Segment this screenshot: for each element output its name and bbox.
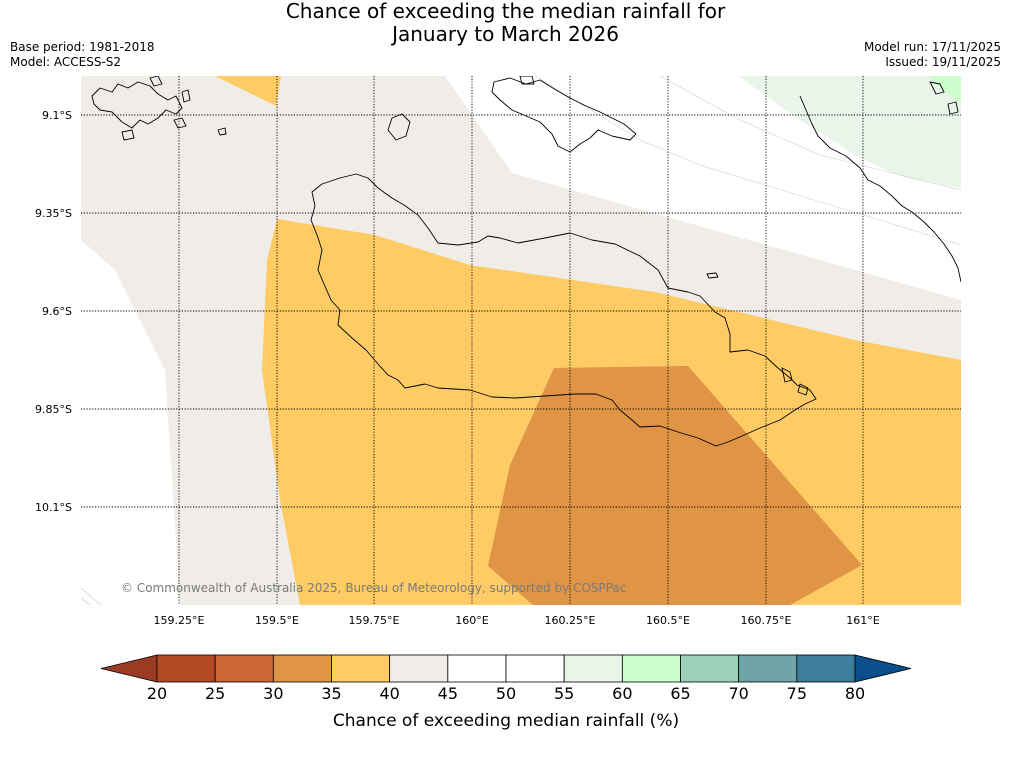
colorbar-box	[156, 654, 216, 683]
base-period: Base period: 1981-2018	[10, 40, 155, 54]
colorbar-box	[563, 654, 623, 683]
lat-label: 9.1°S	[42, 109, 72, 122]
colorbar-tick-label: 25	[205, 684, 225, 703]
coastline-islet	[706, 272, 719, 279]
coastline-islet	[121, 129, 135, 141]
colorbar-tick-label: 70	[728, 684, 748, 703]
coastline-islet	[519, 76, 535, 85]
meta-right: Model run: 17/11/2025 Issued: 19/11/2025	[864, 40, 1001, 70]
colorbar-tick-label: 40	[379, 684, 399, 703]
lon-label: 159.75°E	[349, 614, 400, 627]
coastline-islet	[781, 367, 793, 383]
colorbar-boxes	[156, 654, 856, 683]
lon-label: 159.5°E	[255, 614, 299, 627]
colorbar-box	[680, 654, 740, 683]
colorbar-tick-label: 50	[496, 684, 516, 703]
colorbar-under-arrow	[100, 654, 158, 683]
copyright-text: © Commonwealth of Australia 2025, Bureau…	[121, 581, 626, 595]
lat-labels: 9.1°S 9.35°S 9.6°S 9.85°S 10.1°S	[35, 109, 72, 514]
colorbar-tick-label: 35	[321, 684, 341, 703]
colorbar-tick-label: 30	[263, 684, 283, 703]
colorbar-over-arrow	[854, 654, 912, 683]
colorbar-box	[272, 654, 332, 683]
coastlines	[91, 76, 961, 447]
colorbar-box	[447, 654, 507, 683]
lon-label: 161°E	[846, 614, 879, 627]
coastline-savo	[387, 113, 411, 141]
contour-line	[659, 76, 961, 191]
colorbar-tick-label: 80	[845, 684, 865, 703]
coastline-islet	[797, 383, 809, 396]
issued-date: Issued: 19/11/2025	[885, 55, 1001, 69]
colorbar-tick-label: 20	[147, 684, 167, 703]
coastline-guadalcanal	[310, 173, 817, 447]
coastline-russell-islands	[91, 81, 183, 129]
lon-label: 159.25°E	[154, 614, 205, 627]
colorbar-box	[505, 654, 565, 683]
coastline-malaita	[799, 95, 961, 283]
lon-label: 160°E	[455, 614, 488, 627]
title-line-1: Chance of exceeding the median rainfall …	[285, 0, 726, 23]
edge-line	[81, 597, 91, 605]
model-name: Model: ACCESS-S2	[10, 55, 122, 69]
map-area: © Commonwealth of Australia 2025, Bureau…	[81, 76, 961, 605]
colorbar-tick-label: 45	[438, 684, 458, 703]
colorbar-tick-label: 75	[787, 684, 807, 703]
coastline-islet	[149, 76, 163, 87]
lat-label: 9.6°S	[42, 305, 72, 318]
colorbar-tick-label: 60	[612, 684, 632, 703]
colorbar-box	[738, 654, 798, 683]
meta-left: Base period: 1981-2018 Model: ACCESS-S2	[10, 40, 155, 70]
coastline-islet	[947, 101, 959, 115]
colorbar-box	[331, 654, 391, 683]
lon-labels: 159.25°E 159.5°E 159.75°E 160°E 160.25°E…	[154, 614, 880, 627]
title-line-2: January to March 2026	[392, 22, 619, 46]
coastline-florida-islands	[491, 77, 637, 153]
colorbar-box	[214, 654, 274, 683]
edge-line	[81, 587, 102, 605]
band-35-40-top	[215, 76, 281, 106]
coastline-islet	[217, 127, 227, 136]
band-60-65	[928, 76, 961, 103]
colorbar-tick-label: 55	[554, 684, 574, 703]
contour-line	[534, 76, 961, 246]
band-55-60	[738, 76, 961, 188]
colorbar-label: Chance of exceeding median rainfall (%)	[333, 711, 679, 731]
lat-label: 10.1°S	[35, 501, 72, 514]
coastline-islet	[929, 81, 945, 95]
colorbar-ticks: 20 25 30 35 40 45 50 55 60 65 70 75 80	[147, 684, 865, 703]
band-30-35	[488, 366, 862, 605]
lon-label: 160.75°E	[741, 614, 792, 627]
graticule	[81, 76, 961, 605]
lat-label: 9.35°S	[35, 207, 72, 220]
lat-label: 9.85°S	[35, 403, 72, 416]
colorbar: 20 25 30 35 40 45 50 55 60 65 70 75 80 Chance of exc…	[100, 654, 912, 731]
model-run: Model run: 17/11/2025	[863, 40, 1001, 54]
colorbar-tick-label: 65	[670, 684, 690, 703]
colorbar-box	[389, 654, 449, 683]
colorbar-box	[621, 654, 681, 683]
lon-label: 160.25°E	[545, 614, 596, 627]
coastline-islet	[181, 89, 191, 103]
lon-label: 160.5°E	[646, 614, 690, 627]
map-title: Chance of exceeding the median rainfall …	[0, 0, 1011, 46]
colorbar-box	[796, 654, 856, 683]
